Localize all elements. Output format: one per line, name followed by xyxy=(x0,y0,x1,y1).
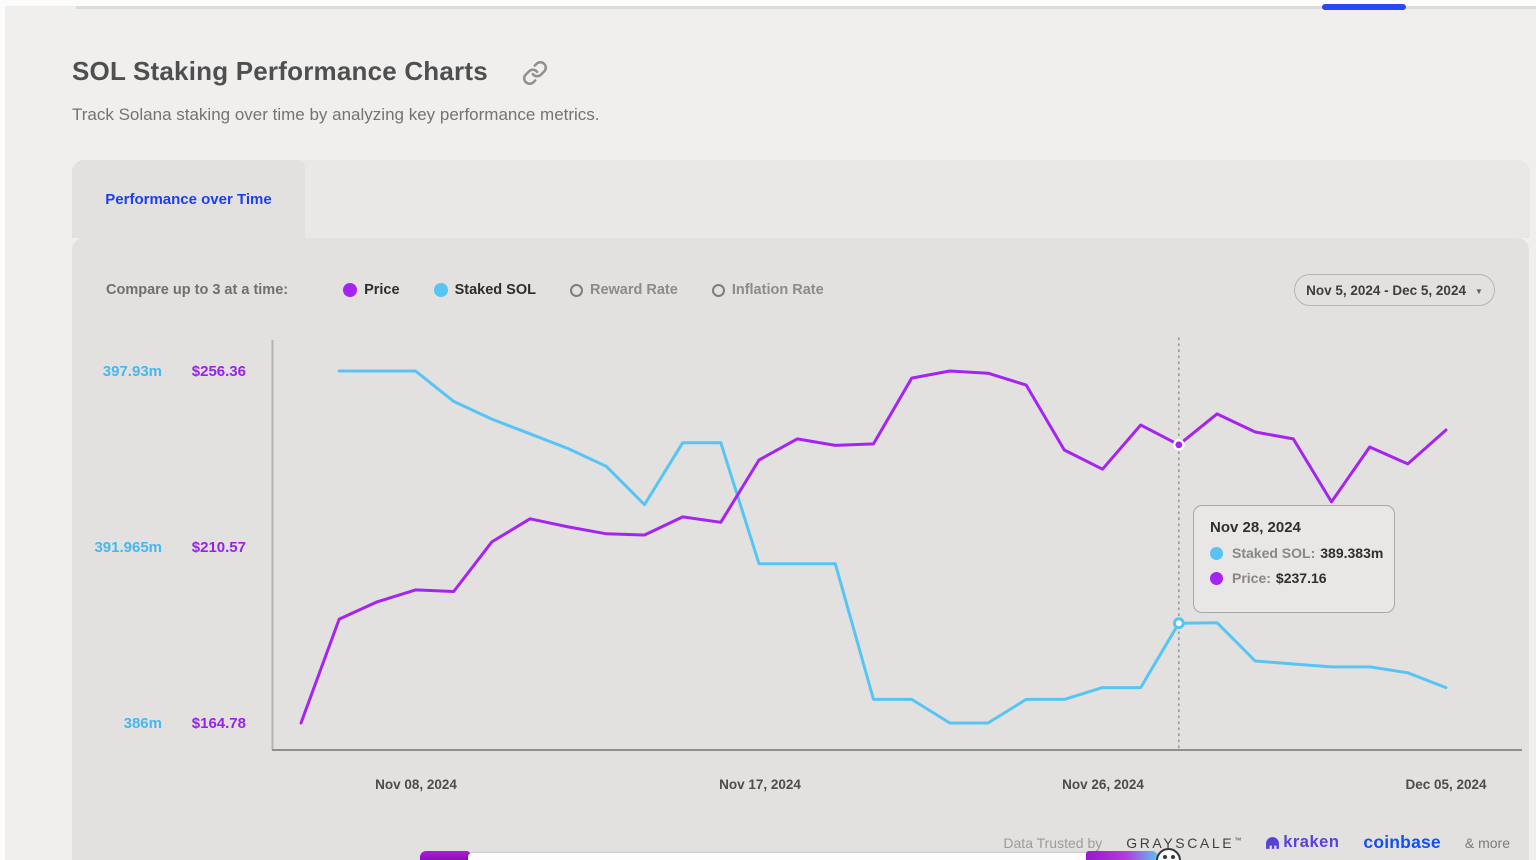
reward-rate-label: Reward Rate xyxy=(589,282,678,298)
top-divider xyxy=(76,6,1536,9)
legend-item-inflation-rate[interactable]: Inflation Rate xyxy=(711,282,824,298)
kraken-mark-icon xyxy=(1266,836,1280,849)
metric-controls: Compare up to 3 at a time: Price Staked … xyxy=(106,275,824,305)
tooltip-staked-label: Staked SOL: xyxy=(1232,545,1316,561)
chart-tabbar: Performance over Time xyxy=(72,160,1530,238)
top-window-strip xyxy=(0,0,1536,6)
y-left-tick-top: 397.93m xyxy=(102,363,162,380)
reward-rate-radio-icon xyxy=(569,283,583,297)
tooltip-row-staked: Staked SOL: 389.383m xyxy=(1210,545,1394,561)
y-right-tick-mid: $210.57 xyxy=(191,539,246,556)
page-title: SOL Staking Performance Charts xyxy=(72,56,488,86)
chart-tooltip: Nov 28, 2024 Staked SOL: 389.383m Price:… xyxy=(1193,505,1395,613)
tab-performance-over-time[interactable]: Performance over Time xyxy=(72,160,305,238)
y-right-tick-bottom: $164.78 xyxy=(191,715,246,732)
top-tab-indicator xyxy=(1322,4,1406,10)
x-tick-nov26: Nov 26, 2024 xyxy=(1062,777,1144,792)
chevron-down-icon: ▼ xyxy=(1474,286,1483,296)
legend-item-reward-rate[interactable]: Reward Rate xyxy=(569,282,678,298)
tooltip-price-dot-icon xyxy=(1210,571,1223,585)
tooltip-price-label: Price: xyxy=(1232,570,1271,586)
floating-bar[interactable] xyxy=(468,853,1156,860)
y-left-tick-bottom: 386m xyxy=(123,715,162,732)
y-left-tick-mid: 391.965m xyxy=(94,539,162,556)
floating-bar-right-segment[interactable] xyxy=(1086,851,1158,860)
copy-link-icon[interactable] xyxy=(522,60,548,86)
tooltip-row-price: Price: $237.16 xyxy=(1210,570,1394,586)
x-tick-dec05: Dec 05, 2024 xyxy=(1405,777,1487,792)
price-dot-icon xyxy=(343,283,358,297)
grayscale-logo: GRAYSCALE™ xyxy=(1126,834,1242,851)
coinbase-logo: coinbase xyxy=(1363,832,1441,852)
x-tick-nov17: Nov 17, 2024 xyxy=(719,777,801,792)
tooltip-staked-value: 389.383m xyxy=(1320,545,1384,561)
tooltip-date: Nov 28, 2024 xyxy=(1210,519,1301,536)
staked-sol-dot-icon xyxy=(433,283,448,297)
left-window-strip xyxy=(0,0,5,860)
kraken-logo: kraken xyxy=(1265,833,1339,852)
x-tick-nov08: Nov 08, 2024 xyxy=(375,777,457,792)
avatar-eye-icon xyxy=(1171,855,1175,859)
date-range-button[interactable]: Nov 5, 2024 - Dec 5, 2024 ▼ xyxy=(1294,274,1495,306)
inflation-rate-label: Inflation Rate xyxy=(731,282,824,298)
floating-bar-left-segment[interactable] xyxy=(420,851,470,860)
price-label: Price xyxy=(364,282,400,298)
legend-item-price[interactable]: Price xyxy=(343,282,400,298)
trusted-by-label: Data Trusted by xyxy=(1003,834,1103,851)
inflation-rate-radio-icon xyxy=(711,283,725,297)
y-right-tick-top: $256.36 xyxy=(191,363,246,380)
compare-label: Compare up to 3 at a time: xyxy=(106,282,289,298)
avatar-eye-icon xyxy=(1163,855,1167,859)
page-subtitle: Track Solana staking over time by analyz… xyxy=(72,105,600,124)
more-partners-label: & more xyxy=(1464,834,1510,851)
data-trusted-bar: Data Trusted by GRAYSCALE™ kraken coinba… xyxy=(1003,832,1510,853)
legend-item-staked-sol[interactable]: Staked SOL xyxy=(433,282,536,298)
tooltip-staked-dot-icon xyxy=(1210,546,1223,560)
tooltip-price-value: $237.16 xyxy=(1275,570,1327,586)
date-range-value: Nov 5, 2024 - Dec 5, 2024 xyxy=(1306,282,1466,298)
staked-sol-label: Staked SOL xyxy=(454,282,536,298)
